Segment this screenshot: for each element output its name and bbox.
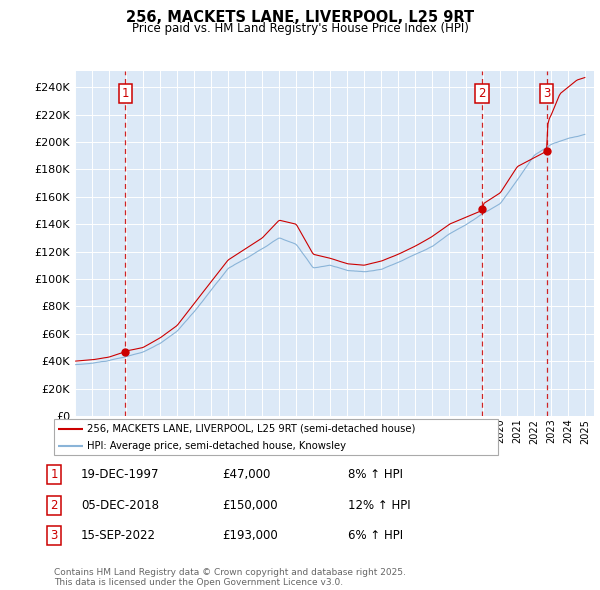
Text: Contains HM Land Registry data © Crown copyright and database right 2025.
This d: Contains HM Land Registry data © Crown c… (54, 568, 406, 587)
Text: £47,000: £47,000 (222, 468, 271, 481)
Text: £193,000: £193,000 (222, 529, 278, 542)
FancyBboxPatch shape (54, 419, 498, 455)
Text: 6% ↑ HPI: 6% ↑ HPI (348, 529, 403, 542)
Text: 05-DEC-2018: 05-DEC-2018 (81, 499, 159, 512)
Text: 12% ↑ HPI: 12% ↑ HPI (348, 499, 410, 512)
Text: 1: 1 (50, 468, 58, 481)
Text: 1: 1 (122, 87, 129, 100)
Text: 2: 2 (478, 87, 486, 100)
Text: HPI: Average price, semi-detached house, Knowsley: HPI: Average price, semi-detached house,… (88, 441, 346, 451)
Text: 19-DEC-1997: 19-DEC-1997 (81, 468, 160, 481)
Text: 8% ↑ HPI: 8% ↑ HPI (348, 468, 403, 481)
Text: 15-SEP-2022: 15-SEP-2022 (81, 529, 156, 542)
Text: £150,000: £150,000 (222, 499, 278, 512)
Text: 3: 3 (50, 529, 58, 542)
Text: 3: 3 (543, 87, 550, 100)
Text: 2: 2 (50, 499, 58, 512)
Text: 256, MACKETS LANE, LIVERPOOL, L25 9RT: 256, MACKETS LANE, LIVERPOOL, L25 9RT (126, 10, 474, 25)
Text: 256, MACKETS LANE, LIVERPOOL, L25 9RT (semi-detached house): 256, MACKETS LANE, LIVERPOOL, L25 9RT (s… (88, 424, 416, 434)
Text: Price paid vs. HM Land Registry's House Price Index (HPI): Price paid vs. HM Land Registry's House … (131, 22, 469, 35)
